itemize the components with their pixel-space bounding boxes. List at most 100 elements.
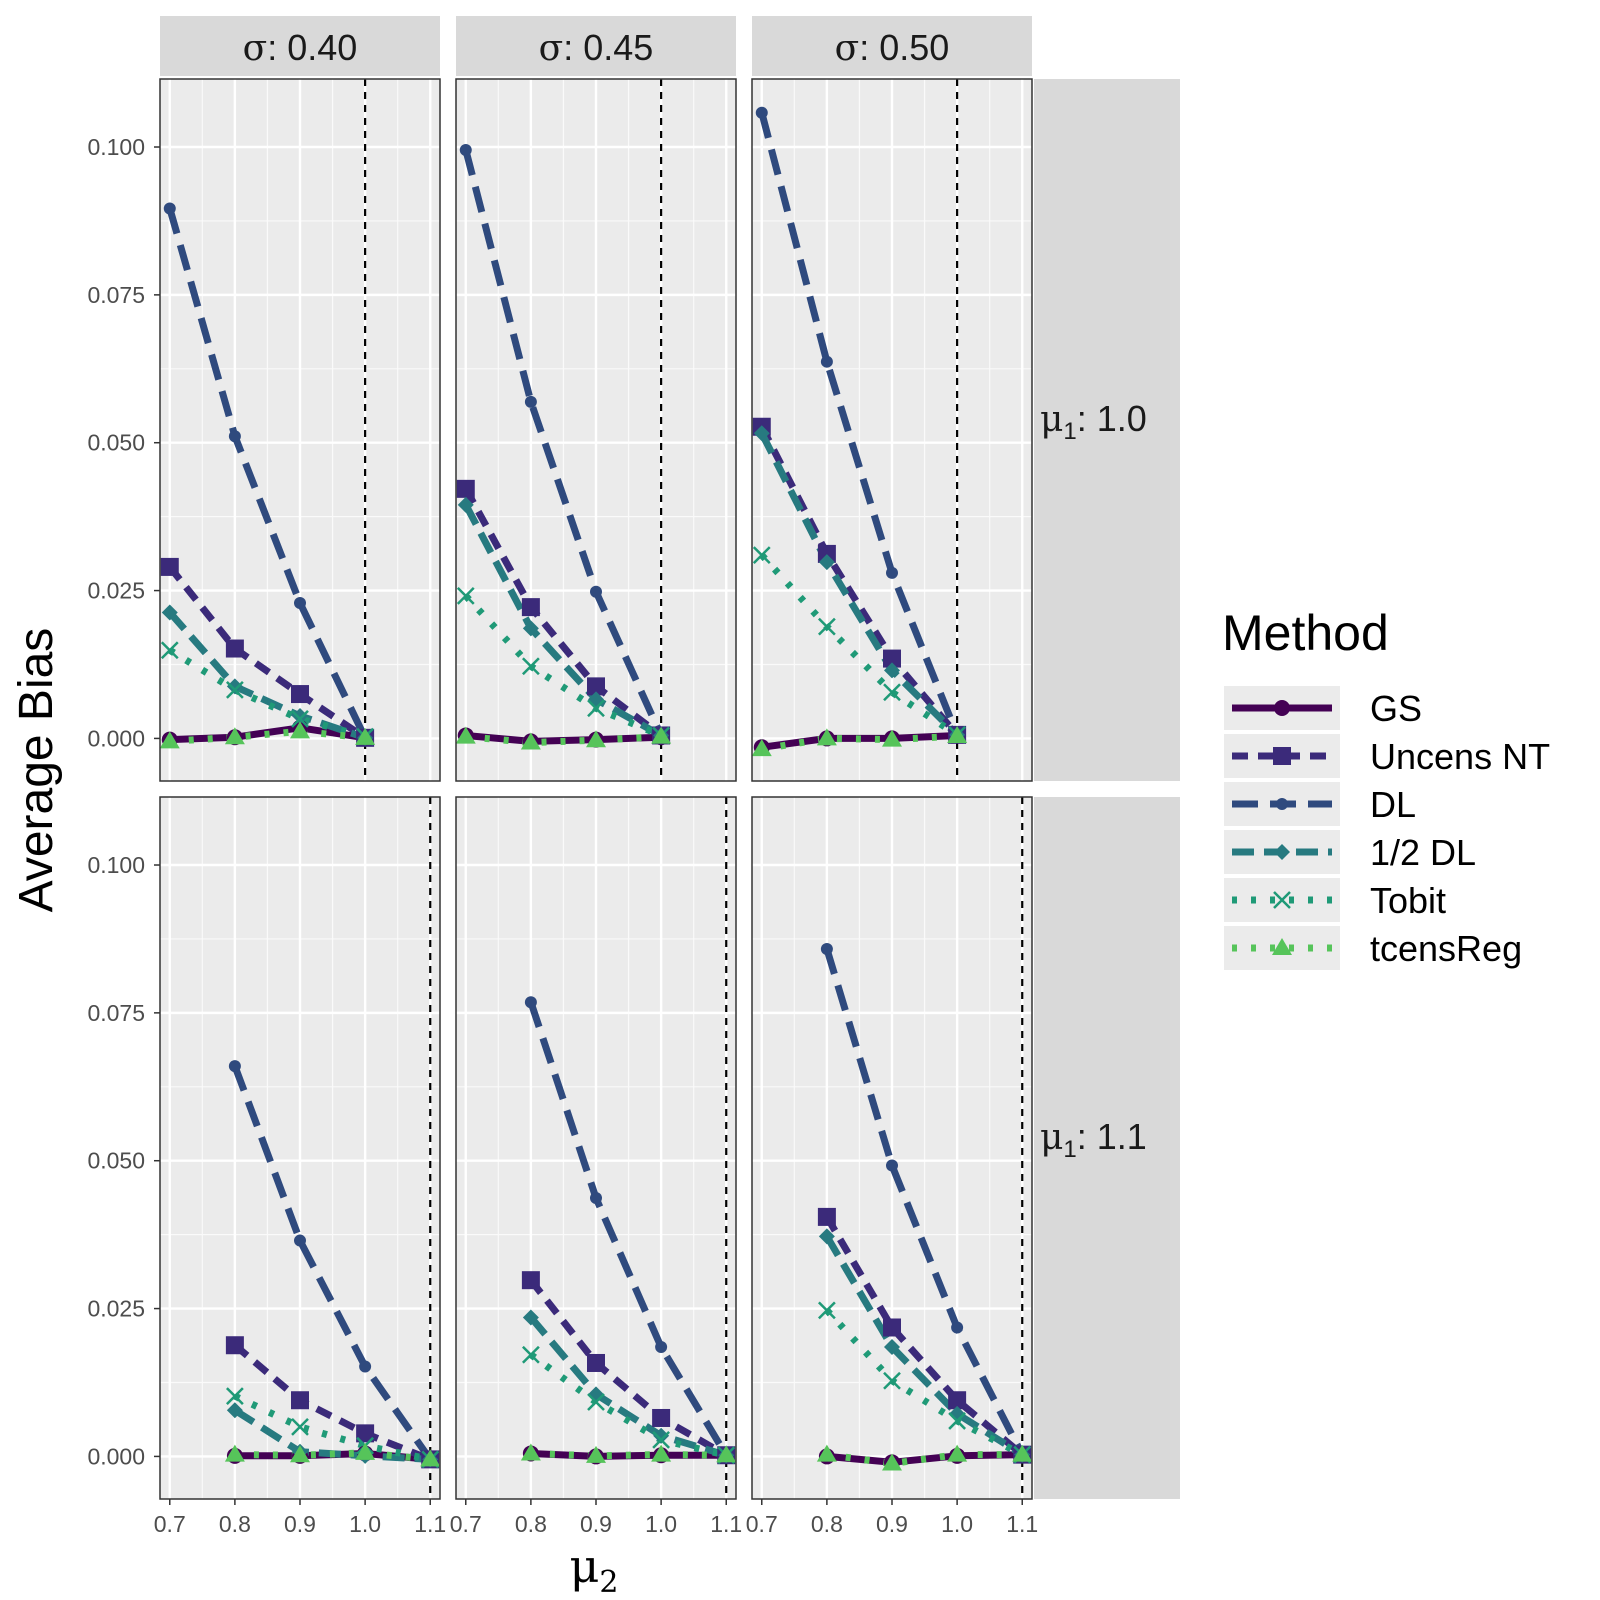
point-dl [590,585,602,598]
point-tobit [226,681,244,699]
point-tcensreg [586,1445,606,1463]
series-line-tobit [463,593,663,739]
point-dl [294,596,306,609]
legend-entry-tcensreg: tcensReg [1224,926,1522,970]
point-tcensreg [520,732,541,750]
legend-key-marker [1274,844,1290,860]
point-1-2-dl [226,678,243,695]
series-line-dl [231,1064,434,1462]
series-line-uncens-nt [462,487,664,739]
point-1-2-dl [522,1309,539,1326]
x-tick-label: 1.1 [710,1511,742,1537]
column-strip-label: σ: 0.45 [539,27,654,69]
x-tick-label: 0.7 [746,1511,778,1537]
strip-value: : 1.0 [1077,398,1147,439]
legend-key-marker [1273,747,1291,765]
point-dl [886,1159,898,1172]
x-tick-label: 1.1 [414,1511,446,1537]
y-tick-label: 0.025 [87,578,145,604]
series-line-tcensreg [234,1449,431,1463]
point-dl [755,106,768,119]
series-line-tcensreg [826,1451,1023,1467]
panel-border [751,78,1033,782]
point-uncens-nt [291,1391,309,1410]
series-line-dl [527,1001,730,1458]
legend-key-marker [1274,700,1290,716]
point-1-2-dl [884,662,900,679]
x-axis-title-subscript: 2 [599,1565,618,1600]
point-uncens-nt [883,649,901,668]
y-tick-label: 0.000 [87,1443,145,1469]
legend-label: GS [1370,688,1422,729]
series-line-uncens-nt [232,1342,432,1463]
point-uncens-nt [356,1424,375,1443]
legend-key-marker [1272,938,1292,955]
point-tcensreg [816,1444,837,1462]
x-tick-label: 0.7 [154,1511,186,1537]
point-tobit [752,546,771,564]
strip-value: : 0.45 [563,27,653,68]
strip-background [160,16,440,76]
y-tick-label: 0.050 [87,1148,145,1174]
point-tcensreg [716,1445,737,1463]
point-tobit [522,1345,540,1364]
series-line-1-2-dl [528,1315,728,1459]
point-tcensreg [1012,1444,1033,1462]
point-tobit [291,1417,309,1436]
row-strip-1: μ1: 1.0 [1034,79,1180,781]
y-tick-label: 0.000 [87,725,145,751]
point-tobit [587,1393,605,1411]
x-tick-label: 1.1 [1006,1511,1038,1537]
point-1-2-dl [818,554,835,571]
series-line-tobit [167,647,367,740]
point-uncens-nt [883,1318,901,1337]
x-tick-label: 0.7 [450,1511,482,1537]
mu-symbol: μ [1040,399,1063,440]
point-1-2-dl [522,620,539,637]
point-uncens-nt [225,639,244,658]
series-line-uncens-nt [758,425,960,738]
point-tcensreg [651,726,672,744]
point-dl [820,355,833,368]
series-line-tobit [824,1307,1024,1458]
y-tick-label: 0.025 [87,1296,145,1322]
series-line-1-2-dl [758,431,960,738]
y-tick-label: 0.100 [87,852,145,878]
point-uncens-nt [521,1271,540,1290]
point-dl [294,1234,306,1247]
point-uncens-nt [521,598,540,617]
legend-key-marker [1276,798,1288,810]
mu-subscript: 1 [1063,418,1076,445]
row-strip-label: μ1: 1.0 [1040,398,1147,445]
legend-entry-uncens-nt: Uncens NT [1224,734,1550,778]
series-line-tobit [759,552,960,738]
legend-key-marker [1273,891,1291,909]
x-tick-label: 1.0 [941,1511,973,1537]
strip-background [1034,797,1180,1499]
legend-entry-1-2-dl: 1/2 DL [1224,830,1476,874]
legend-label: Tobit [1370,880,1446,921]
point-tobit [160,641,179,660]
panel-r1-c1: 0.000 0.025 0.050 0.075 0.100 [87,78,441,782]
point-tcensreg [947,726,968,744]
legend-label: tcensReg [1370,928,1522,969]
strip-background [456,16,736,76]
point-tobit [818,617,836,636]
row-strip-label: μ1: 1.1 [1040,1116,1147,1163]
point-tcensreg [816,728,837,746]
point-tcensreg [586,730,606,748]
x-tick-label: 0.8 [515,1511,547,1537]
panel-r2-c1: 0.000 0.025 0.050 0.075 0.100 0.7 0.8 0.9 1.0 1.1 [87,796,446,1537]
series-line-tcensreg [169,727,366,745]
point-1-2-dl [653,1427,670,1444]
point-dl [951,1321,964,1334]
mu-subscript: 1 [1063,1136,1076,1163]
point-dl [820,942,833,955]
point-tcensreg [355,1442,376,1460]
gridlines [456,797,736,1499]
column-strip-label: σ: 0.50 [835,27,950,69]
point-tobit [522,657,540,676]
point-dl [524,395,537,408]
panel-r2-c3: 0.7 0.8 0.9 1.0 1.1 [746,796,1038,1537]
